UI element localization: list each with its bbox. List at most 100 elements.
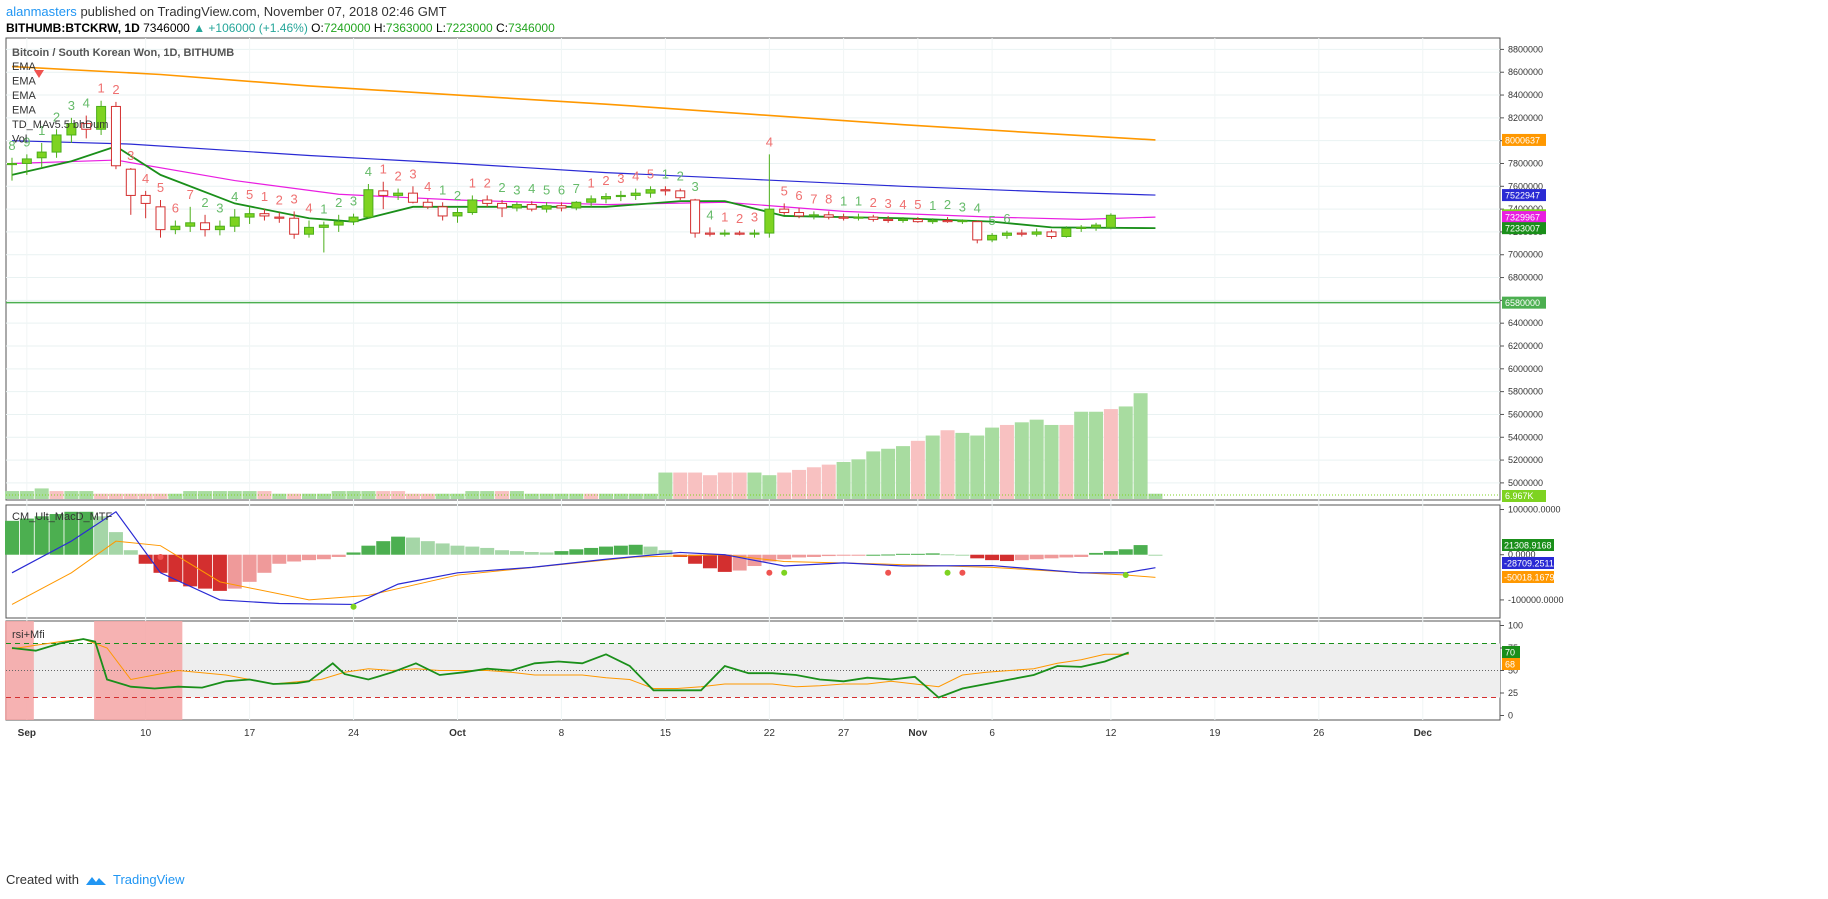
macd-histogram-bar xyxy=(628,544,643,555)
volume-bar xyxy=(836,461,851,499)
volume-bar xyxy=(866,451,881,499)
td-count-label: 1 xyxy=(320,202,327,217)
candle-body xyxy=(407,192,418,203)
volume-bar xyxy=(747,472,762,499)
volume-bar xyxy=(465,491,480,499)
macd-histogram-bar xyxy=(999,554,1014,562)
td-count-label: 5 xyxy=(647,166,654,181)
price-tick-label: 6800000 xyxy=(1508,273,1543,283)
tradingview-logo-icon xyxy=(85,876,106,885)
rsi-last-value-badge xyxy=(1502,658,1520,670)
td-count-label: 3 xyxy=(409,166,416,181)
macd-tick-label: 0.0000 xyxy=(1508,550,1536,560)
macd-histogram-bar xyxy=(331,554,346,557)
price-tick-label: 7000000 xyxy=(1508,250,1543,260)
volume-bar xyxy=(1118,406,1133,499)
candle-body xyxy=(348,216,359,223)
candle-body xyxy=(838,216,849,219)
volume-bar xyxy=(628,493,643,499)
macd-histogram-bar xyxy=(599,546,613,555)
td-count-label: 6 xyxy=(172,201,179,216)
macd-cross-dot xyxy=(959,569,966,576)
candle-body xyxy=(1076,226,1087,230)
macd-last-value-label: 21308.9168 xyxy=(1504,541,1552,551)
created-with-text: Created with xyxy=(6,872,79,887)
candle-body xyxy=(764,208,775,234)
macd-histogram-bar xyxy=(465,546,480,555)
macd-histogram-bar xyxy=(658,550,673,555)
price-tick-label: 8600000 xyxy=(1508,67,1543,77)
author-link[interactable]: alanmasters xyxy=(6,4,77,19)
macd-histogram-bar xyxy=(227,554,242,589)
td-count-label: 4 xyxy=(231,189,238,204)
volume-bar xyxy=(821,464,836,499)
td-count-label: 6 xyxy=(1003,211,1010,226)
macd-histogram-bar xyxy=(480,547,495,555)
time-tick-label: Sep xyxy=(18,728,36,739)
td-count-label: 2 xyxy=(112,82,119,97)
price-last-value-label: 7329967 xyxy=(1505,213,1540,223)
time-tick-label: 22 xyxy=(764,728,776,739)
candle-body xyxy=(675,190,686,199)
volume-bar xyxy=(19,491,34,499)
macd-histogram-bar xyxy=(346,552,361,555)
candle-body xyxy=(571,201,582,209)
candle-body xyxy=(690,199,701,234)
candle-body xyxy=(734,232,745,235)
candle-body xyxy=(615,194,626,198)
legend-item-label: EMA xyxy=(12,105,37,117)
td-count-label: 2 xyxy=(498,180,505,195)
time-tick-label: 27 xyxy=(838,728,850,739)
tradingview-link[interactable]: TradingView xyxy=(112,872,185,887)
ema200-line xyxy=(11,65,1156,141)
volume-bar xyxy=(1029,419,1044,499)
volume-bar xyxy=(302,493,316,499)
price-pane-frame xyxy=(5,37,1501,501)
macd-histogram-bar xyxy=(509,551,524,555)
legend-item-label: Vol xyxy=(12,134,27,146)
time-tick-label: 10 xyxy=(140,728,152,739)
time-tick-label: 24 xyxy=(348,728,360,739)
candle-body xyxy=(912,218,923,223)
candle-body xyxy=(1091,224,1102,228)
candle-body xyxy=(630,192,641,196)
td-count-label: 8 xyxy=(8,138,15,153)
td-count-label: 4 xyxy=(142,171,149,186)
volume-bar xyxy=(405,493,420,499)
macd-histogram-bar xyxy=(123,550,138,555)
candle-body xyxy=(66,123,77,136)
candle-body xyxy=(898,218,908,222)
macd-histogram-bar xyxy=(405,537,420,555)
td-count-label: 3 xyxy=(216,201,223,216)
td-count-label: 2 xyxy=(484,175,491,190)
td-count-label: 2 xyxy=(335,195,342,210)
candle-body xyxy=(586,198,597,203)
macd-histogram-bar xyxy=(1029,554,1044,560)
td-count-label: 4 xyxy=(528,181,535,196)
macd-histogram-bar xyxy=(5,520,19,555)
volume-bar xyxy=(1148,493,1163,499)
volume-bar xyxy=(524,493,539,499)
td-count-label: 1 xyxy=(439,182,446,197)
ema100-line xyxy=(11,140,1156,196)
td-count-label: 4 xyxy=(424,179,431,194)
volume-bar xyxy=(49,491,64,499)
macd-histogram-bar xyxy=(302,554,316,561)
volume-bar xyxy=(1103,409,1118,499)
rsi-last-value-badge xyxy=(1502,646,1520,658)
price-tick-label: 5200000 xyxy=(1508,455,1543,465)
volume-bar xyxy=(881,448,896,499)
macd-histogram-bar xyxy=(613,545,628,555)
macd-histogram-bar xyxy=(272,554,287,564)
price-last-value-badge xyxy=(1502,133,1546,146)
volume-bar xyxy=(584,493,599,499)
td-count-label: 3 xyxy=(127,148,134,163)
volume-bar xyxy=(108,493,123,499)
macd-line xyxy=(11,510,1156,606)
volume-bar xyxy=(376,491,391,499)
macd-histogram-bar xyxy=(821,554,836,557)
macd-histogram-bar xyxy=(391,536,406,555)
candle-body xyxy=(170,225,181,231)
macd-histogram-bar xyxy=(866,554,881,556)
